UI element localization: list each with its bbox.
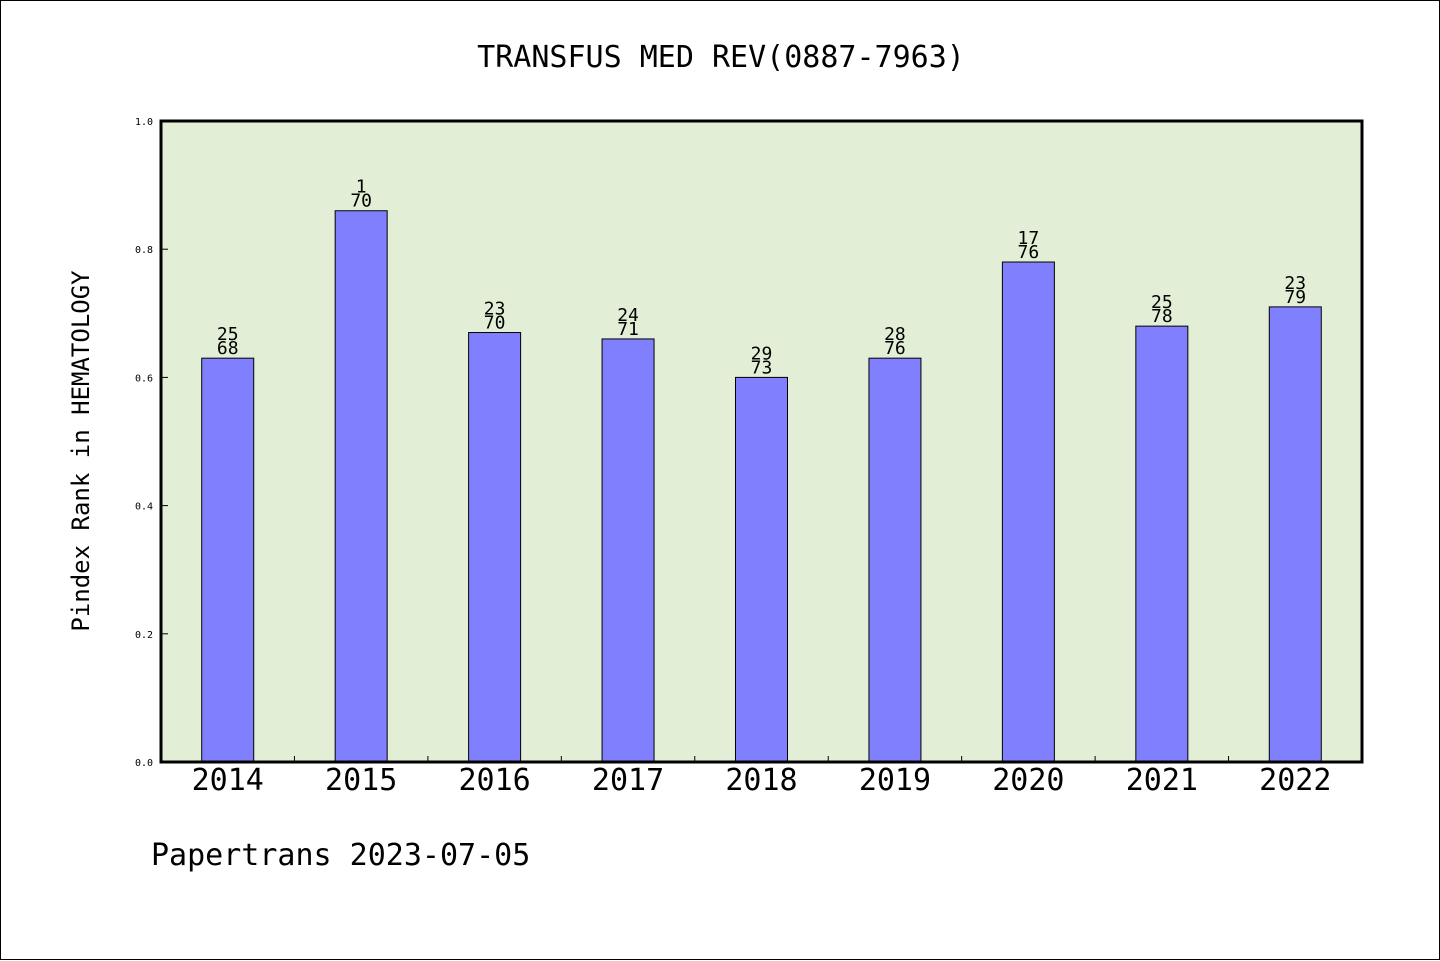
bar-rank-label: 24	[617, 305, 639, 326]
bar	[601, 338, 655, 763]
y-tick-label: 0.8	[135, 245, 153, 256]
bar-rank-label: 23	[484, 299, 506, 320]
x-tick-label: 2017	[592, 763, 664, 798]
y-tick-label: 1.0	[135, 117, 153, 128]
bar-rank-label: 17	[1018, 228, 1040, 249]
bar-series	[201, 210, 1322, 763]
bar-rank-label: 25	[1151, 292, 1173, 313]
y-tick-label: 0.6	[135, 373, 153, 384]
x-tick-label: 2018	[725, 763, 797, 798]
x-tick-label: 2021	[1126, 763, 1198, 798]
x-tick-label: 2014	[192, 763, 264, 798]
x-tick-label: 2019	[859, 763, 931, 798]
plot-border	[159, 119, 1364, 764]
bar-total-label: 70	[350, 191, 372, 212]
bar-rank-label: 28	[884, 324, 906, 345]
bar	[468, 332, 522, 763]
bar	[201, 357, 255, 763]
bar	[1135, 325, 1189, 763]
x-tick-label: 2022	[1259, 763, 1331, 798]
bar-total-label: 76	[884, 338, 906, 359]
bar-total-label: 79	[1284, 287, 1306, 308]
x-tick-label: 2020	[992, 763, 1064, 798]
bar	[868, 357, 922, 763]
source-footer: Papertrans 2023-07-05	[151, 838, 530, 873]
x-tick-label: 2015	[325, 763, 397, 798]
bar-total-label: 73	[751, 357, 773, 378]
x-tick-label: 2016	[458, 763, 530, 798]
bar-rank-label: 29	[751, 343, 773, 364]
bar-total-label: 71	[617, 319, 639, 340]
y-tick-label: 0.2	[135, 630, 153, 641]
bar-total-label: 70	[484, 313, 506, 334]
y-axis-label: Pindex Rank in HEMATOLOGY	[67, 270, 95, 632]
bar-rank-label: 23	[1284, 273, 1306, 294]
bar-total-label: 76	[1018, 242, 1040, 263]
x-axis: 2014 2015 2016 2017 2018 2019 2020 2021 2022	[192, 756, 1331, 798]
bar	[735, 376, 788, 763]
bar	[1268, 306, 1322, 763]
bar	[1001, 261, 1055, 763]
bar-total-label: 78	[1151, 306, 1173, 327]
y-tick-label: 0.4	[135, 502, 153, 513]
chart-title: TRANSFUS MED REV(0887-7963)	[477, 40, 965, 75]
y-tick-label: 0.0	[135, 758, 153, 769]
bar-rank-label: 25	[217, 324, 239, 345]
bar-total-label: 68	[217, 338, 239, 359]
bar	[334, 210, 388, 763]
bar-rank-label: 1	[356, 177, 367, 198]
